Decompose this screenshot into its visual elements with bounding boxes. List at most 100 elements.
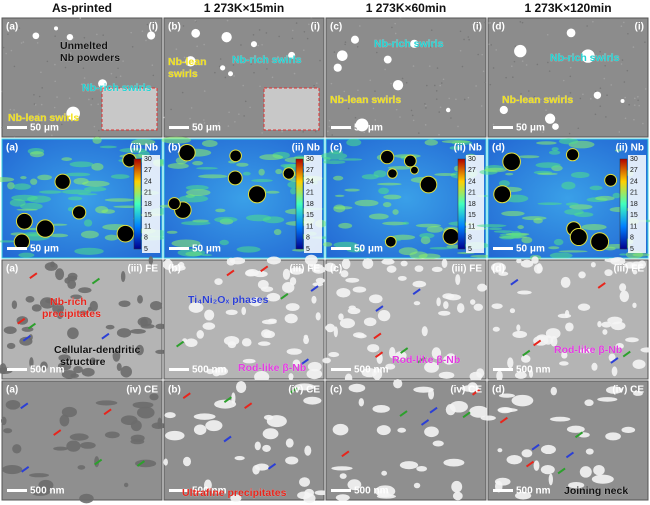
- precipitate: [548, 473, 553, 486]
- arrow: [267, 463, 277, 470]
- texture: [344, 188, 360, 192]
- precipitate: [516, 258, 522, 264]
- texture: [18, 27, 21, 29]
- precipitate: [585, 448, 594, 455]
- colorbar-tick: 15: [630, 212, 638, 219]
- particle: [566, 28, 576, 38]
- particle: [544, 113, 556, 124]
- pore: [379, 149, 395, 165]
- colorbar-tick: 30: [144, 156, 152, 163]
- texture: [170, 108, 172, 111]
- precipitate: [579, 466, 592, 478]
- precipitate: [584, 399, 594, 407]
- precipitate: [157, 417, 162, 428]
- texture: [517, 225, 524, 230]
- precipitate: [203, 479, 212, 491]
- arrow: [462, 411, 471, 419]
- precipitate: [381, 258, 395, 265]
- texture: [203, 122, 206, 124]
- colorbar-tick: 15: [306, 212, 314, 219]
- texture: [166, 230, 178, 234]
- colorbar-tick: 21: [144, 190, 152, 197]
- arrow: [29, 272, 38, 279]
- precipitate: [79, 310, 88, 316]
- column-title: 1 273K×15min: [204, 1, 284, 15]
- pore: [36, 219, 55, 238]
- panel-tag: (ii) Nb: [292, 143, 320, 154]
- panel-letter: (d): [492, 264, 505, 275]
- texture: [619, 253, 628, 256]
- texture: [440, 82, 443, 84]
- annotation: Joining neck: [564, 485, 628, 497]
- particle: [620, 99, 625, 104]
- precipitate: [421, 326, 428, 337]
- annotation: Nb-rich: [50, 296, 87, 308]
- scale-label: 500 nm: [192, 365, 227, 376]
- texture: [294, 57, 297, 60]
- texture: [477, 53, 479, 56]
- texture: [53, 106, 56, 109]
- precipitate: [1, 465, 23, 475]
- texture: [67, 196, 83, 201]
- texture: [253, 71, 255, 74]
- texture: [377, 182, 402, 186]
- texture: [558, 250, 588, 253]
- texture: [628, 103, 630, 106]
- precipitate: [549, 416, 571, 422]
- particle: [333, 63, 342, 72]
- panel: (c) (i) 50 μm Nb-rich swirls Nb-lean swirls: [325, 17, 487, 138]
- texture: [545, 109, 547, 111]
- annotation: Ultrafine precipitates: [182, 487, 287, 499]
- texture: [592, 20, 594, 23]
- colorbar: [457, 158, 466, 250]
- texture: [69, 161, 94, 168]
- scale-label: 50 μm: [516, 244, 545, 255]
- texture: [488, 43, 490, 45]
- arrow: [20, 402, 29, 410]
- inset: [263, 87, 320, 131]
- precipitate: [424, 361, 439, 373]
- precipitate: [386, 265, 397, 273]
- precipitate: [29, 357, 34, 368]
- pore: [116, 224, 135, 243]
- particle: [288, 51, 296, 59]
- texture: [618, 131, 621, 133]
- texture: [401, 77, 404, 80]
- precipitate: [95, 400, 118, 406]
- texture: [441, 140, 471, 144]
- texture: [266, 190, 280, 194]
- precipitate: [29, 473, 49, 478]
- texture: [257, 44, 260, 47]
- precipitate: [130, 434, 145, 442]
- precipitate: [315, 277, 325, 284]
- precipitate: [332, 423, 349, 436]
- texture: [65, 172, 91, 177]
- texture: [418, 253, 441, 260]
- texture: [236, 162, 249, 167]
- texture: [275, 168, 283, 175]
- texture: [328, 119, 331, 122]
- texture: [606, 94, 608, 97]
- texture: [426, 225, 444, 233]
- micrograph: [325, 17, 487, 138]
- texture: [295, 22, 298, 24]
- texture: [49, 223, 68, 226]
- texture: [594, 90, 597, 93]
- texture: [281, 130, 283, 133]
- texture: [551, 147, 559, 152]
- precipitate: [377, 309, 391, 322]
- precipitate: [299, 477, 311, 487]
- panel-letter: (b): [168, 385, 181, 396]
- texture: [226, 19, 229, 22]
- precipitate: [517, 290, 532, 295]
- texture: [415, 223, 442, 228]
- precipitate: [263, 330, 276, 339]
- precipitate: [414, 265, 424, 272]
- colorbar-tick: 30: [630, 156, 638, 163]
- texture: [46, 60, 49, 63]
- panel-letter: (b): [168, 22, 181, 33]
- texture: [521, 21, 524, 24]
- texture: [61, 157, 73, 161]
- texture: [505, 172, 514, 176]
- texture: [391, 26, 393, 29]
